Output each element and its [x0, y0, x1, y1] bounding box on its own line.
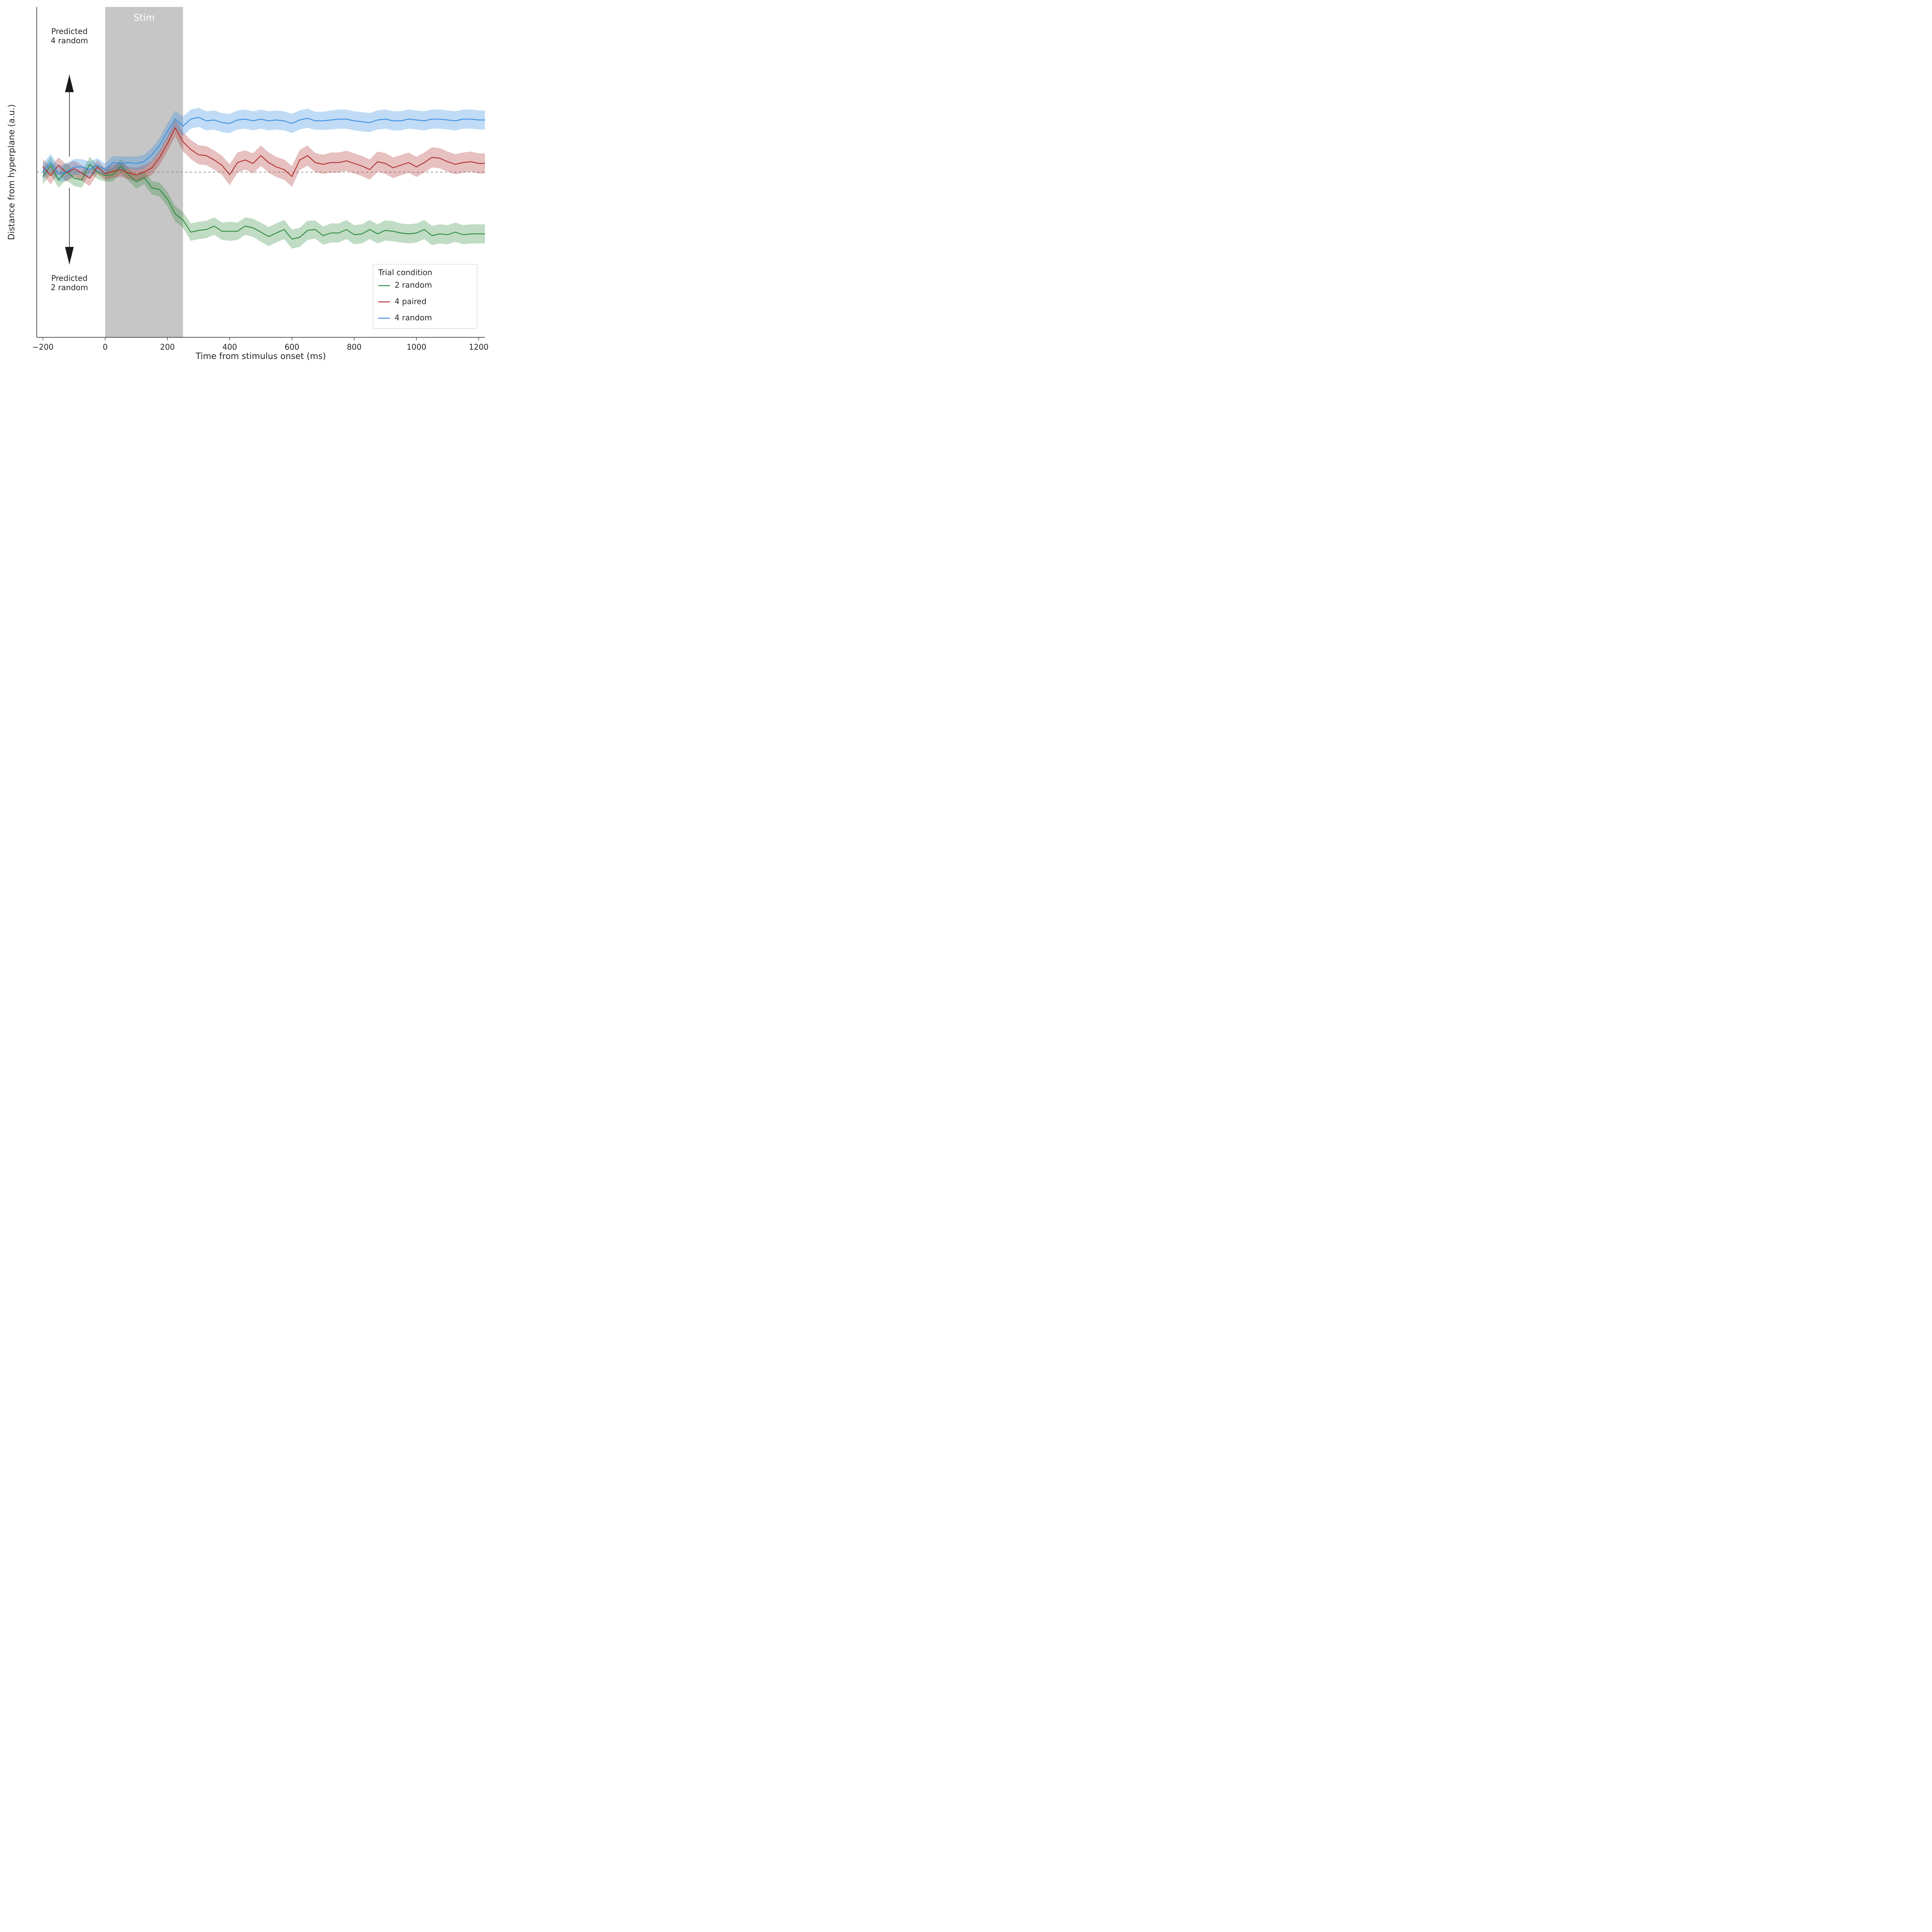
predicted-4-random-label: Predicted4 random: [51, 27, 88, 45]
x-tick-label: 600: [284, 342, 299, 352]
x-tick-label: 1200: [469, 342, 488, 352]
x-tick-label: 0: [103, 342, 108, 352]
stim-label: Stim: [134, 12, 155, 23]
line-chart: StimPredicted4 randomPredicted2 random−2…: [0, 0, 493, 364]
legend-item-label: 4 random: [395, 313, 432, 322]
x-tick-label: 400: [222, 342, 237, 352]
legend: Trial condition 2 random 4 paired 4 random: [373, 264, 477, 329]
x-axis-label: Time from stimulus onset (ms): [195, 352, 326, 361]
predicted-4-random-label-line2: 4 random: [51, 36, 88, 45]
legend-item-label: 2 random: [395, 281, 432, 290]
x-tick-label: 1000: [406, 342, 426, 352]
chart-container: StimPredicted4 randomPredicted2 random−2…: [0, 0, 493, 364]
x-tick-label: 800: [347, 342, 362, 352]
y-axis-label: Distance from hyperplane (a.u.): [7, 104, 17, 240]
predicted-4-random-label-line1: Predicted: [51, 27, 88, 36]
legend-title: Trial condition: [378, 268, 432, 277]
predicted-2-random-label-line2: 2 random: [51, 283, 88, 292]
predicted-2-random-label-line1: Predicted: [51, 274, 88, 283]
x-tick-label: −200: [32, 342, 54, 352]
x-tick-label: 200: [160, 342, 175, 352]
predicted-2-random-label: Predicted2 random: [51, 274, 88, 292]
legend-item-label: 4 paired: [395, 297, 426, 306]
